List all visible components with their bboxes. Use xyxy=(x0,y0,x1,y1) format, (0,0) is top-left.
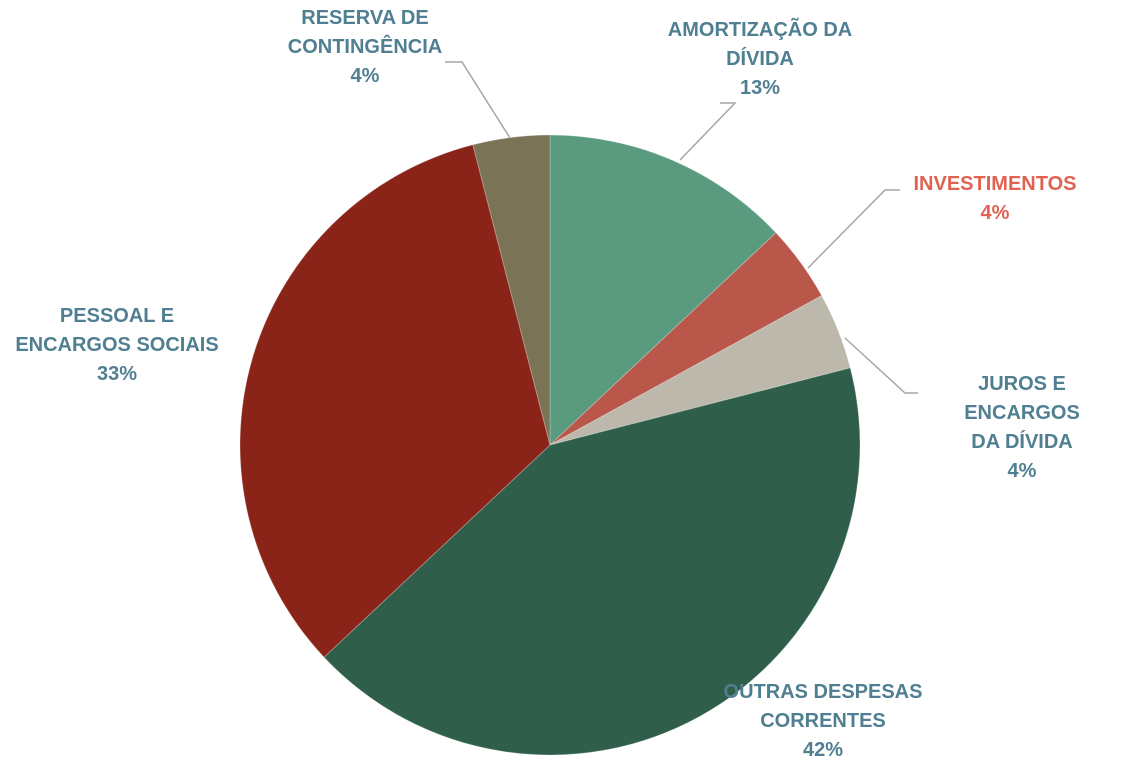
pie-slice xyxy=(549,232,823,446)
leader-line xyxy=(445,61,511,139)
category-label: JUROS E ENCARGOS DA DÍVIDA xyxy=(964,373,1080,453)
slice-label: PESSOAL E ENCARGOS SOCIAIS 33% xyxy=(15,302,218,389)
slice-label: INVESTIMENTOS 4% xyxy=(914,170,1077,228)
slice-label: RESERVA DE CONTINGÊNCIA 4% xyxy=(288,4,442,91)
category-label: RESERVA DE CONTINGÊNCIA xyxy=(287,7,443,58)
pie-slice xyxy=(472,134,551,446)
slice-label: OUTRAS DESPESAS CORRENTES 42% xyxy=(724,678,923,765)
category-label: INVESTIMENTOS xyxy=(913,173,1077,195)
value-label: 4% xyxy=(350,65,380,87)
value-label: 42% xyxy=(802,739,844,761)
pie-slice xyxy=(549,294,851,446)
slice-label: AMORTIZAÇÃO DA DÍVIDA 13% xyxy=(668,16,852,103)
leader-line xyxy=(844,337,918,394)
category-label: OUTRAS DESPESAS CORRENTES xyxy=(723,681,923,732)
slice-label: JUROS E ENCARGOS DA DÍVIDA 4% xyxy=(964,370,1080,486)
value-label: 4% xyxy=(980,202,1010,224)
value-label: 4% xyxy=(1007,460,1037,482)
leader-line xyxy=(679,102,737,161)
pie-slice xyxy=(549,134,777,447)
value-label: 33% xyxy=(96,363,138,385)
pie-slice xyxy=(323,367,861,756)
leader-line xyxy=(807,189,900,269)
value-label: 13% xyxy=(739,77,781,99)
category-label: PESSOAL E ENCARGOS SOCIAIS xyxy=(15,305,219,356)
category-label: AMORTIZAÇÃO DA DÍVIDA xyxy=(667,19,853,70)
pie-slice xyxy=(239,144,551,658)
